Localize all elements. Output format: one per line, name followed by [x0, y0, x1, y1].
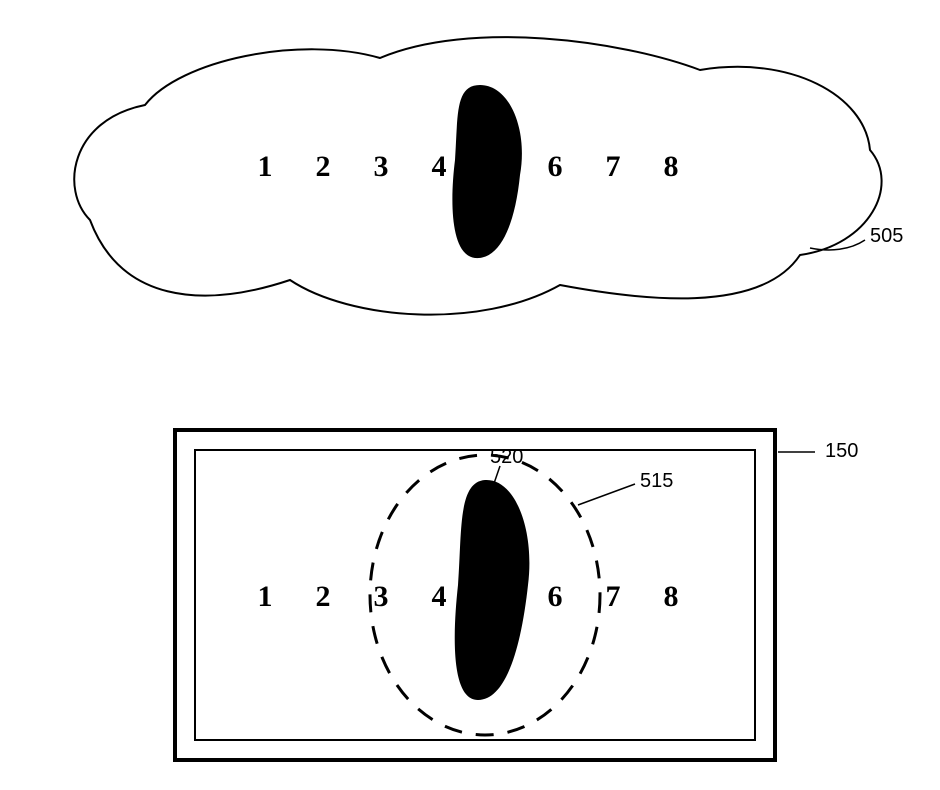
- num: 5: [482, 150, 512, 184]
- num: 3: [366, 580, 396, 614]
- num: 6: [540, 580, 570, 614]
- callout-515-leader: [578, 484, 635, 505]
- figure-svg: [0, 0, 940, 790]
- number-row-bottom: 1 2 3 4 5 6 7 8: [250, 580, 686, 614]
- callout-150: 150: [825, 440, 858, 463]
- callout-515: 515: [640, 470, 673, 493]
- num: 1: [250, 150, 280, 184]
- num: 3: [366, 150, 396, 184]
- num: 5: [482, 580, 512, 614]
- num: 7: [598, 580, 628, 614]
- num: 2: [308, 580, 338, 614]
- num: 7: [598, 150, 628, 184]
- number-row-top: 1 2 3 4 5 6 7 8: [250, 150, 686, 184]
- num: 1: [250, 580, 280, 614]
- num: 4: [424, 150, 454, 184]
- num: 4: [424, 580, 454, 614]
- num: 8: [656, 150, 686, 184]
- callout-505: 505: [870, 225, 903, 248]
- num: 6: [540, 150, 570, 184]
- num: 8: [656, 580, 686, 614]
- callout-520: 520: [490, 446, 523, 469]
- diagram-stage: 1 2 3 4 5 6 7 8 1 2 3 4 5 6 7 8 505 150 …: [0, 0, 940, 790]
- num: 2: [308, 150, 338, 184]
- callout-505-leader: [810, 240, 865, 250]
